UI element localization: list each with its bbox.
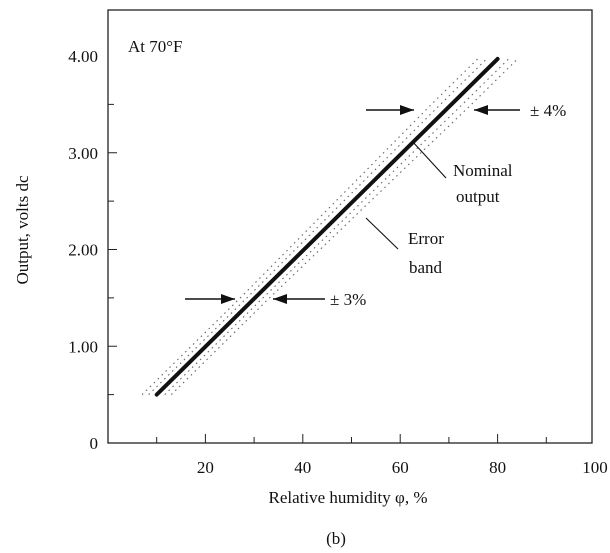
nominal-label-line1: Nominal [453,161,513,180]
y-tick-label: 4.00 [68,47,98,66]
y-tick-label: 3.00 [68,144,98,163]
x-tick-label: 60 [392,458,409,477]
plot-border [107,9,593,444]
x-tick-label: 100 [582,458,608,477]
error-band-boundary [148,58,488,396]
nominal-label-line2: output [456,187,500,206]
y-axis-label: Output, volts dc [13,175,32,285]
pm3-left-arrow-head [221,294,235,304]
error-band-boundary [164,58,509,396]
plot-frame [107,9,593,444]
x-tick-label: 40 [294,458,311,477]
error-band [141,58,518,396]
error-band-leader-line [365,217,399,250]
pm3-label: ± 3% [330,290,366,309]
nominal-output-line [154,56,500,397]
pm4-left-arrow-head [400,105,414,115]
error-band-boundary [170,58,518,396]
pm3-right-arrow-head [273,294,287,304]
x-tick-label: 80 [489,458,506,477]
nominal-output-series [154,56,500,397]
error-band-boundary [141,58,479,396]
x-axis-label: Relative humidity φ, % [268,488,427,507]
y-tick-label: 0 [90,434,99,453]
nominal-leader-line [411,140,447,179]
condition-label: At 70°F [128,37,183,56]
annotations [185,105,520,304]
y-tick-label: 1.00 [68,337,98,356]
y-axis-ticks: 0 1.00 2.00 3.00 4.00 [68,47,117,453]
x-tick-label: 20 [197,458,214,477]
x-axis-ticks: 20 40 60 80 100 [156,434,608,477]
pm4-label: ± 4% [530,101,566,120]
figure-caption: (b) [326,529,346,548]
y-tick-label: 2.00 [68,241,98,260]
error-band-label-line2: band [409,258,443,277]
pm4-right-arrow-head [474,105,488,115]
error-band-label-line1: Error [408,229,444,248]
